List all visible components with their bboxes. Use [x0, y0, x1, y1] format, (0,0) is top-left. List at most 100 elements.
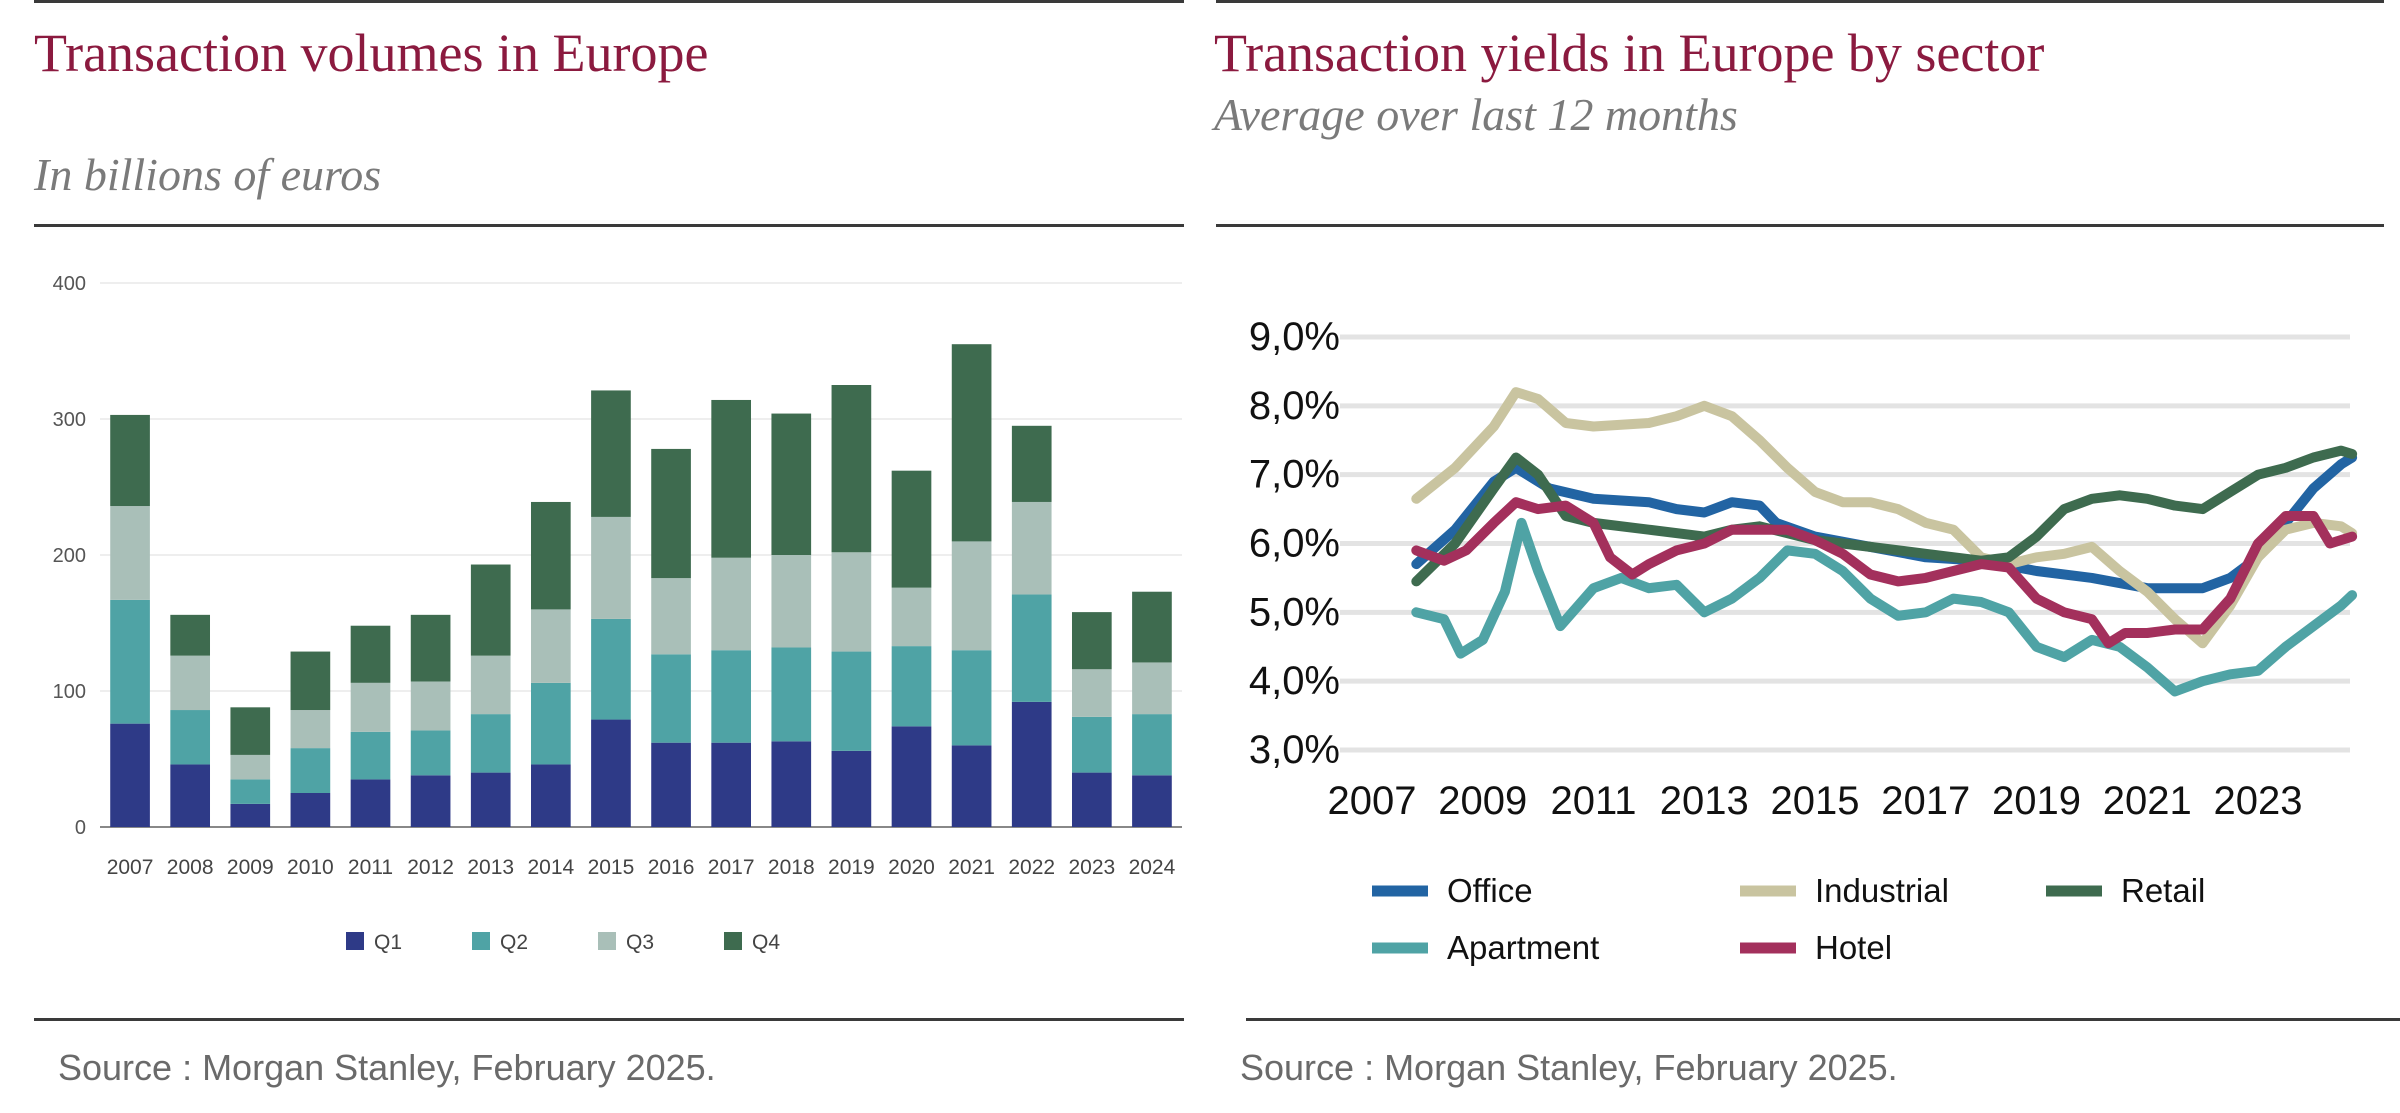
bar-segment-q4	[711, 399, 752, 558]
yields-title: Transaction yields in Europe by sector	[1214, 23, 2045, 83]
bar-segment-q1	[651, 742, 691, 827]
bar-segment-q1	[831, 750, 872, 827]
volumes-subtitle: In billions of euros	[34, 149, 382, 200]
bar-segment-q4	[470, 564, 511, 656]
bar-segment-q3	[591, 516, 631, 619]
bar-segment-q1	[470, 772, 511, 827]
bar-segment-q4	[230, 707, 271, 755]
legend-label-q2: Q2	[500, 931, 528, 954]
bar-segment-q2	[591, 618, 631, 720]
bar-segment-q1	[591, 719, 631, 827]
bar-segment-q4	[591, 390, 631, 517]
bar-segment-q2	[410, 730, 451, 776]
x-tick-label: 2024	[1129, 856, 1176, 879]
x-tick-label: 2012	[407, 856, 454, 879]
bar-segment-q3	[891, 587, 932, 647]
bar-segment-q4	[951, 344, 992, 542]
x-tick-label: 2010	[287, 856, 334, 879]
bar-segment-q1	[1071, 772, 1112, 827]
x-tick-label: 2008	[167, 856, 214, 879]
legend-swatch-q3	[598, 932, 616, 950]
x-tick-label: 2017	[1881, 779, 1970, 823]
legend-swatch-q1	[346, 932, 364, 950]
x-tick-label: 2021	[948, 856, 995, 879]
series-line-apartment	[1411, 517, 2358, 697]
volumes-bar-chart: 0 100 200 300 400 2007 2008 2009 2010 2011 2012 201…	[53, 273, 1182, 954]
bar-segment-q4	[410, 614, 451, 682]
bar-segment-q2	[530, 682, 571, 765]
x-tick-label: 2009	[227, 856, 274, 879]
legend-swatch-q2	[472, 932, 490, 950]
x-tick-label: 2009	[1438, 779, 1527, 823]
bar-segment-q4	[1132, 591, 1172, 663]
bar-segment-q2	[170, 710, 211, 765]
bar-segment-q3	[170, 655, 211, 711]
volumes-title: Transaction volumes in Europe	[34, 23, 709, 83]
yields-panel: Transaction yields in Europe by sector A…	[1200, 0, 2400, 1113]
legend-label-industrial: Industrial	[1815, 872, 1949, 909]
bar-segment-q2	[951, 650, 992, 746]
y-tick-label: 3,0%	[1249, 728, 1340, 772]
bar-segment-q4	[891, 470, 932, 588]
series-line-industrial	[1411, 387, 2358, 649]
bar-segment-q2	[290, 748, 331, 793]
yields-line-chart: 3,0% 4,0% 5,0% 6,0% 7,0% 8,0% 9,0% 2007 2009 2011…	[1249, 315, 2358, 966]
y-tick-label: 400	[53, 273, 86, 295]
x-tick-label: 2023	[1068, 856, 1115, 879]
bar-segment-q3	[530, 609, 571, 683]
bar-segment-q4	[110, 414, 150, 507]
x-tick-label: 2021	[2103, 779, 2192, 823]
bar-segment-q1	[170, 764, 211, 827]
y-tick-label: 5,0%	[1249, 590, 1340, 634]
y-tick-label: 0	[75, 817, 86, 839]
bar-segment-q3	[951, 541, 992, 651]
bar-segment-q2	[831, 651, 872, 751]
bar-segment-q2	[110, 599, 150, 724]
series-line-retail	[1411, 445, 2358, 587]
bar-segment-q1	[110, 723, 150, 827]
y-tick-label: 9,0%	[1249, 315, 1340, 359]
bar-segment-q2	[711, 650, 752, 743]
x-tick-label: 2019	[828, 856, 875, 879]
x-tick-label: 2011	[348, 856, 393, 879]
bar-segment-q1	[711, 742, 752, 827]
bar-segment-q4	[771, 413, 812, 555]
x-tick-label: 2019	[1992, 779, 2081, 823]
bar-segment-q1	[951, 745, 992, 827]
y-tick-label: 4,0%	[1249, 659, 1340, 703]
volumes-panel: Transaction volumes in Europe In billion…	[34, 0, 1184, 1088]
bar-segment-q3	[410, 681, 451, 731]
yields-source: Source : Morgan Stanley, February 2025.	[1240, 1047, 1898, 1088]
x-tick-label: 2017	[708, 856, 755, 879]
top-rule	[1216, 0, 2384, 3]
series-line-hotel	[1411, 497, 2358, 649]
y-tick-label: 8,0%	[1249, 384, 1340, 428]
bar-segment-q1	[290, 793, 331, 827]
bar-segment-q3	[230, 754, 271, 780]
volumes-source: Source : Morgan Stanley, February 2025.	[58, 1047, 716, 1088]
legend-label-apartment: Apartment	[1447, 929, 1599, 966]
bar-segment-q3	[1071, 669, 1112, 717]
bar-segment-q2	[1071, 716, 1112, 773]
bar-segment-q3	[1011, 501, 1052, 595]
bar-segment-q4	[651, 448, 691, 579]
legend-label-q3: Q3	[626, 931, 654, 954]
bar-segment-q1	[410, 775, 451, 827]
bar-segment-q2	[891, 646, 932, 727]
bar-segment-q3	[711, 557, 752, 651]
header-rule	[1216, 224, 2384, 227]
bar-segment-q3	[1132, 662, 1172, 715]
x-tick-label: 2015	[1771, 779, 1860, 823]
bar-segment-q4	[290, 651, 331, 711]
bar-segment-q2	[230, 779, 271, 804]
bar-segment-q3	[350, 682, 391, 732]
y-tick-label: 100	[53, 681, 86, 703]
x-tick-label: 2007	[107, 856, 154, 879]
footer-rule	[34, 1018, 1184, 1021]
top-rule	[34, 0, 1184, 3]
bar-segment-q1	[1132, 775, 1172, 827]
x-tick-label: 2014	[527, 856, 574, 879]
x-tick-label: 2015	[588, 856, 635, 879]
bar-segment-q2	[651, 654, 691, 743]
bar-segment-q2	[350, 731, 391, 780]
